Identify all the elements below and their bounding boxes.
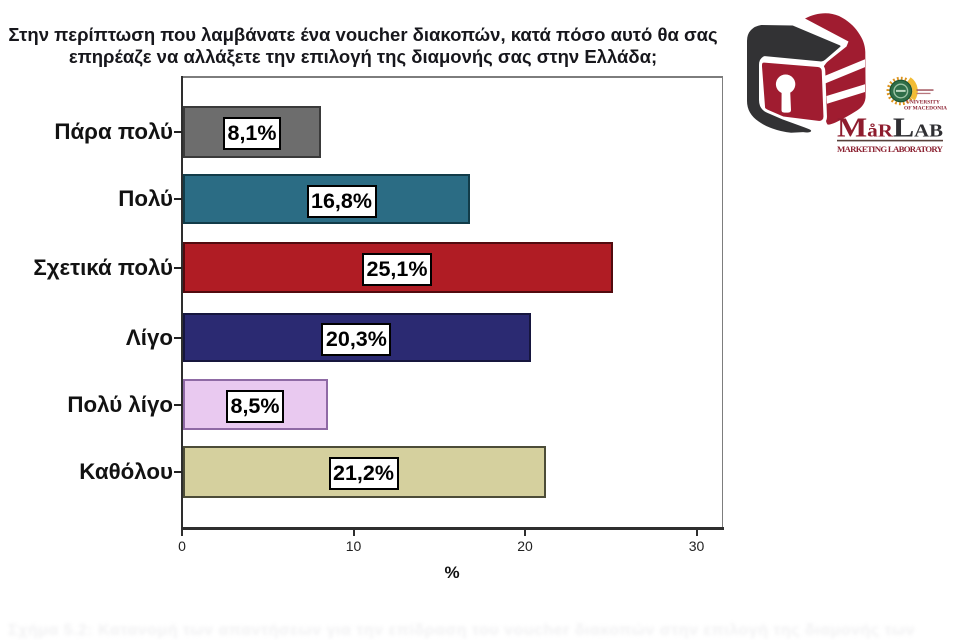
svg-text:UNIVERSITY: UNIVERSITY xyxy=(906,100,940,106)
svg-text:MARKETING LABORATORY: MARKETING LABORATORY xyxy=(837,144,944,154)
svg-text:OF MACEDONIA: OF MACEDONIA xyxy=(904,105,947,111)
